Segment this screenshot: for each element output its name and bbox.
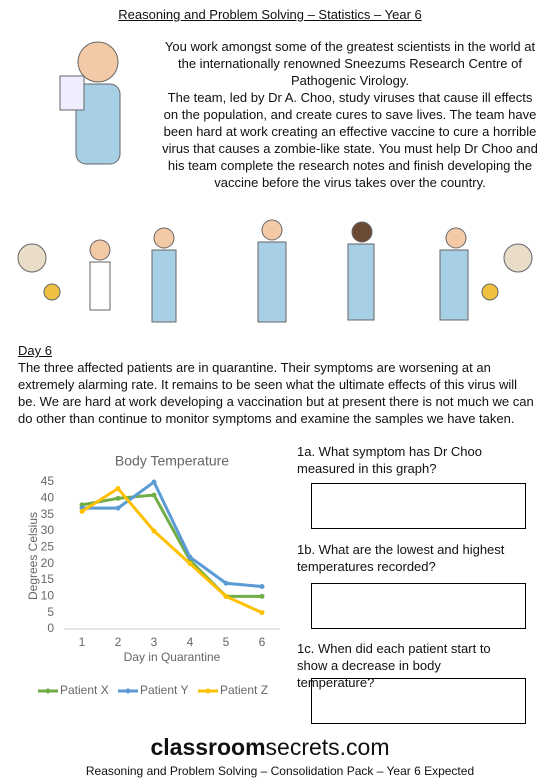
data-line [82,479,263,589]
data-point [223,593,229,599]
data-point [259,584,265,590]
data-point [151,528,157,534]
site-bold: classroom [150,734,266,760]
data-line [81,493,262,598]
question: 1b. What are the lowest and highest temp… [297,542,505,574]
x-tick-label: 5 [223,635,230,649]
data-point [259,610,265,616]
data-point [151,492,157,498]
x-axis-title: Day in Quarantine [124,650,221,664]
y-tick-label: 45 [41,474,55,488]
y-tick-label: 25 [41,540,55,554]
x-tick-label: 6 [259,635,266,649]
y-tick-label: 35 [41,507,55,521]
data-point [187,554,193,560]
answer-box[interactable] [311,583,526,629]
y-tick-label: 5 [47,605,54,619]
y-axis-title: Degrees Celsius [26,512,40,600]
y-tick-label: 40 [41,491,55,505]
footer-subtitle: Reasoning and Problem Solving – Consolid… [85,764,475,778]
legend-marker [205,688,211,694]
legend-marker [125,688,131,694]
data-point [187,561,193,567]
data-point [115,505,121,511]
illustrations [17,41,533,323]
day-body: The three affected patients are in quara… [18,360,534,426]
answer-box[interactable] [311,483,526,529]
y-tick-label: 30 [41,523,55,537]
y-tick-label: 15 [41,572,55,586]
x-tick-label: 1 [79,635,86,649]
answer-box[interactable] [311,678,526,724]
data-point [151,479,157,485]
data-line [81,486,263,615]
scientist-figure [17,41,533,323]
y-tick-label: 20 [41,556,55,570]
legend-marker [45,688,51,694]
chart: Body Temperature Day in Quarantine Degre… [26,453,280,697]
x-tick-label: 3 [151,635,158,649]
intro-paragraph: You work amongst some of the greatest sc… [164,39,536,88]
intro-paragraph: The team, led by Dr A. Choo, study virus… [162,90,538,190]
question: 1a. What symptom has Dr Choo measured in… [297,444,482,476]
data-point [259,593,265,599]
x-tick-label: 2 [115,635,122,649]
x-tick-label: 4 [187,635,194,649]
intro-text: You work amongst some of the greatest sc… [162,38,538,191]
y-tick-label: 0 [47,621,54,635]
data-point [115,495,121,501]
footer-site: classroomsecrets.com [0,734,540,761]
legend-label: Patient Y [140,683,188,697]
site-rest: secrets.com [265,734,390,760]
data-point [115,486,121,492]
day-heading: Day 6 [18,343,52,358]
chart-title: Body Temperature [115,453,229,469]
y-tick-label: 10 [41,589,55,603]
data-point [223,580,229,586]
data-point [79,508,85,514]
legend-label: Patient Z [220,683,268,697]
page-title: Reasoning and Problem Solving – Statisti… [118,7,422,22]
legend-label: Patient X [60,683,109,697]
